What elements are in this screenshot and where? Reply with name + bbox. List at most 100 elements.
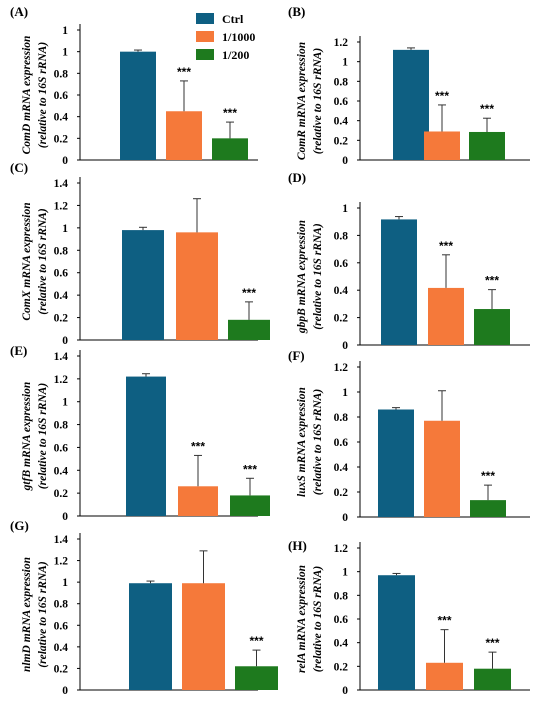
panel-e-bar-1-200 [230,495,270,516]
panel-g-y-tick-label: 1 [62,577,68,589]
panel-a-significance-1-1000: *** [177,65,191,79]
panel-e-y-axis-subtitle: (relative to 16S rRNA) [37,383,49,490]
panel-g-y-axis-title: nlmD mRNA expression [21,557,33,672]
panel-f-y-tick-label: 0 [342,512,348,524]
legend: Ctrl 1/1000 1/200 [196,12,255,62]
panel-d-y-tick-label: 0.8 [334,230,349,242]
panel-b-letter: (B) [288,4,305,19]
legend-label-ctrl: Ctrl [222,12,244,26]
panel-h-bar-1-1000 [426,662,463,690]
panel-h-y-tick-label: 0.8 [334,590,349,602]
panel-a-significance-1-200: *** [223,106,237,120]
panel-c: (C) 0 0.2 0.4 0.6 0.8 1 1.2 1.4 ComX mRNA express… [10,160,270,347]
panel-c-y-tick-label: 1.2 [54,200,69,212]
panel-b-bar-1-200 [469,131,505,160]
panel-b-significance-1-1000: *** [435,89,449,103]
panel-d-y-tick-label: 0 [342,340,348,352]
panel-b-y-tick-label: 0 [342,155,348,167]
panel-h-y-axis-title: relA mRNA expression [296,565,308,673]
panel-b-y-tick-label: 1 [342,57,348,69]
panel-b-bar-ctrl [393,49,429,160]
panel-e-y-tick-label: 1.2 [54,374,69,386]
panel-c-y-tick-label: 0.4 [54,290,69,302]
panel-e-y-tick-label: 0 [62,511,68,523]
panel-h-y-tick-label: 0.4 [334,638,349,650]
panel-e-bar-1-1000 [178,486,218,516]
panel-h-letter: (H) [288,538,307,553]
panel-h-bar-ctrl [378,575,415,690]
panel-d-bar-ctrl [381,219,417,345]
panel-b-bar-1-1000 [424,131,460,160]
legend-swatch-1-200 [196,49,214,60]
panel-f-y-tick-label: 1 [342,387,348,399]
panel-e-significance-1-1000: *** [191,439,205,453]
panel-g-significance-1-200: *** [249,634,263,648]
panel-a-y-tick-label: 0.6 [54,90,69,102]
panel-e-y-axis-title: gtfB mRNA expression [21,382,33,492]
panel-b-y-tick-label: 0.2 [334,135,349,147]
panel-a-letter: (A) [10,4,28,19]
panel-b-y-tick-label: 0.4 [334,116,349,128]
panel-c-y-tick-label: 1.4 [54,178,69,190]
panel-a-bar-1-1000 [166,111,202,160]
panel-g-bar-ctrl [129,583,172,690]
panel-f: (F) 0 0.2 0.4 0.6 0.8 1 1.2 luxS mRNA expression… [288,348,530,524]
panel-g: (G) 0 0.2 0.4 0.6 0.8 1 1.2 1.4 nlmD mRNA express… [10,518,278,697]
panel-a-bar-1-200 [212,138,248,160]
panel-g-letter: (G) [10,518,29,533]
panel-h-y-tick-label: 0.6 [334,614,349,626]
panel-f-y-tick-label: 0.2 [334,487,349,499]
panel-h-significance-1-1000: *** [437,614,451,628]
panel-e-y-tick-label: 1.4 [54,351,69,363]
panel-a-y-tick-label: 0.8 [54,68,69,80]
panel-b-y-tick-label: 1.2 [334,37,349,49]
panel-f-bar-ctrl [378,409,414,517]
panel-f-letter: (F) [288,348,305,363]
panel-a: (A) 0 0.2 0.4 0.6 0.8 1 1 ComD mRNA expression (r… [10,4,258,167]
panel-b-y-tick-label: 0.8 [334,76,349,88]
panel-c-y-tick-label: 1 [62,223,68,235]
panel-d-bar-1-1000 [428,287,464,345]
panel-g-y-tick-label: 0.6 [54,620,69,632]
panel-b-y-axis-title: ComR mRNA expression [296,42,308,160]
panel-h-y-tick-label: 0 [342,685,348,697]
legend-label-1-1000: 1/1000 [222,30,255,44]
panel-f-y-axis-subtitle: (relative to 16S rRNA) [312,389,324,496]
panel-f-y-axis-title: luxS mRNA expression [296,387,308,497]
panel-c-bar-1-1000 [176,232,218,340]
panel-d-significance-1-1000: *** [439,239,453,253]
panel-f-y-tick-label: 0.6 [334,437,349,449]
panel-f-bar-1-1000 [424,420,460,517]
panel-c-y-tick-label: 0.6 [54,268,69,280]
panel-d: (D) 0 0.2 0.4 0.6 0.8 1 gbpB mRNA expression (re… [288,170,530,352]
panel-d-bar-1-200 [474,309,510,345]
panel-a-y-tick-label: 1 [62,25,68,37]
panel-g-bar-1-200 [235,666,278,690]
panel-b-y-axis-subtitle: (relative to 16S rRNA) [312,48,324,155]
panel-b-y-tick-label: 0.6 [334,96,349,108]
panel-g-bar-1-1000 [182,583,225,690]
legend-label-1-200: 1/200 [222,48,249,62]
panel-b-significance-1-200: *** [480,102,494,116]
panel-f-y-tick-label: 0.8 [334,412,349,424]
panel-a-y-tick-label: 1 [62,47,68,59]
panel-c-significance-1-200: *** [242,286,256,300]
legend-swatch-1-1000 [196,31,214,42]
panel-h-significance-1-200: *** [485,636,499,650]
panel-a-y-axis-title: ComD mRNA expression [21,36,33,155]
panel-h-y-tick-label: 0.2 [334,661,349,673]
panel-e-y-tick-label: 1 [62,397,68,409]
panel-g-y-tick-label: 1.4 [54,534,69,546]
panel-f-y-tick-label: 0.4 [334,462,349,474]
panel-a-y-tick-label: 0 [62,155,68,167]
panel-c-bar-ctrl [122,230,164,340]
panel-d-letter: (D) [288,170,306,185]
panel-d-significance-1-200: *** [485,274,499,288]
panel-a-bar-ctrl [120,51,156,160]
panel-h-y-tick-label: 1 [342,567,348,579]
panel-c-y-tick-label: 0.2 [54,313,69,325]
panel-c-y-axis-subtitle: (relative to 16S rRNA) [37,208,49,315]
panel-g-y-tick-label: 0.8 [54,599,69,611]
panel-d-y-tick-label: 0.4 [334,285,349,297]
panel-d-y-axis-title: gbpB mRNA expression [296,220,308,334]
